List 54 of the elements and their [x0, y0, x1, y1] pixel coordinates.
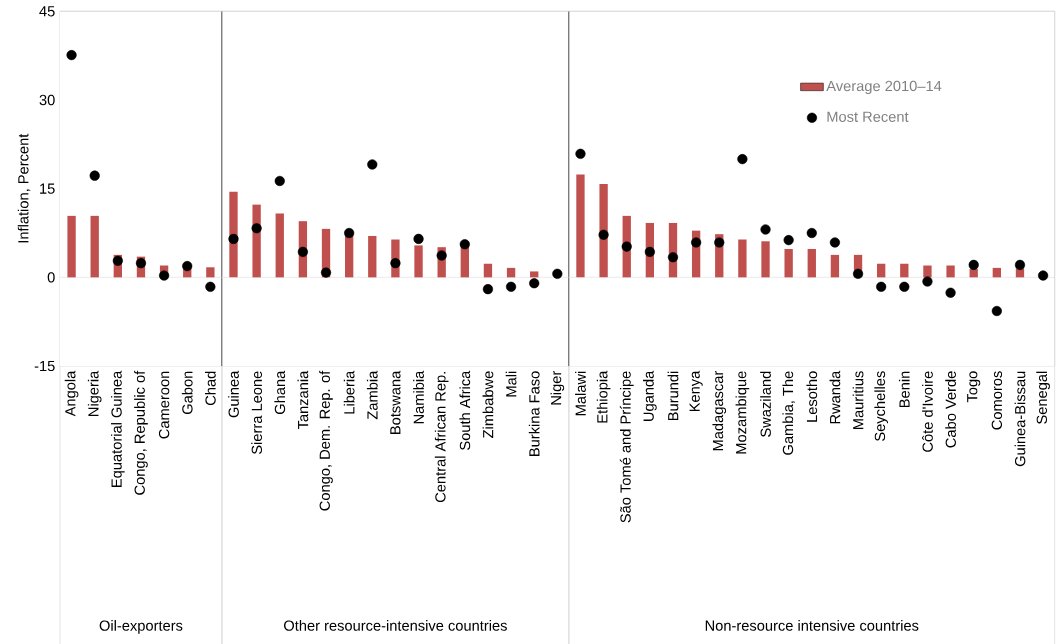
x-tick-label: Cabo Verde: [945, 371, 956, 448]
x-tick-label: Zimbabwe: [482, 371, 494, 438]
x-tick-label: Angola: [64, 370, 79, 417]
x-tick-label: Chad: [204, 371, 216, 406]
x-tick-label: Guinea: [228, 370, 239, 418]
x-tick-label: Benin: [898, 371, 910, 408]
x-tick-label: Congo, Republic of: [134, 370, 148, 495]
y-tick-label: 45: [39, 6, 55, 17]
x-tick-label: Mozambique: [735, 371, 750, 454]
x-tick-label: Nigeria: [87, 370, 102, 416]
x-tick-label: Burundi: [667, 371, 679, 421]
x-tick-label: Guinea-Bissau: [1014, 371, 1026, 467]
x-tick-label: Gabon: [181, 371, 193, 415]
x-tick-label: Zambia: [366, 370, 378, 420]
x-tick-label: Cameroon: [158, 371, 170, 439]
x-tick-label: Ghana: [274, 370, 286, 415]
text: Other resource-intensive countries: [284, 620, 507, 631]
x-tick-label: Côte d'Ivoire: [922, 371, 933, 452]
x-tick-label: Niger: [550, 370, 565, 405]
x-tick-label: Uganda: [643, 370, 657, 421]
x-tick-label: Lesotho: [806, 371, 818, 422]
x-tick-label: Togo: [967, 371, 981, 403]
x-tick-label: Ethiopia: [596, 370, 611, 423]
x-tick-label: Mauritius: [852, 371, 864, 429]
x-tick-label: Liberia: [343, 370, 355, 414]
x-tick-label: São Tomé and Príncipe: [619, 371, 634, 523]
x-tick-label: South Africa: [459, 370, 471, 450]
x-tick-label: Mali: [505, 371, 517, 397]
x-tick-label: Madagascar: [712, 370, 727, 451]
x-tick-label: Swaziland: [760, 371, 771, 437]
x-tick-label: Central African Rep.: [434, 372, 449, 503]
x-tick-label: Rwanda: [829, 370, 841, 424]
legend-label: Average 2010–14: [826, 80, 942, 95]
x-tick-label: Kenya: [689, 370, 703, 412]
y-axis-title: Inflation, Percent: [17, 133, 31, 243]
legend-label: Most Recent: [827, 111, 909, 122]
x-tick-label: Senegal: [1036, 371, 1050, 424]
x-tick-label: Seychelles: [874, 371, 888, 441]
x-tick-label: Sierra Leone: [251, 371, 263, 455]
x-tick-label: Malawi: [575, 371, 586, 416]
x-tick-label: Comoros: [991, 371, 1003, 430]
x-tick-label: Gambia, The: [782, 371, 795, 455]
x-tick-label: Equatorial Guinea: [111, 370, 125, 487]
x-tick-label: Tanzania: [297, 370, 309, 430]
y-tick-label: -15: [34, 360, 55, 372]
y-tick-label: 30: [39, 94, 55, 106]
x-tick-label: Botswana: [390, 370, 401, 434]
text: Oil-exporters: [99, 620, 183, 634]
y-tick-label: 0: [47, 272, 55, 283]
x-tick-label: Congo, Dem. Rep. of: [319, 370, 333, 511]
y-tick-label: 15: [40, 183, 55, 194]
x-tick-label: Namibia: [413, 370, 424, 424]
x-tick-label: Burkina Faso: [528, 371, 540, 456]
text: Non-resource intensive countries: [705, 620, 919, 631]
